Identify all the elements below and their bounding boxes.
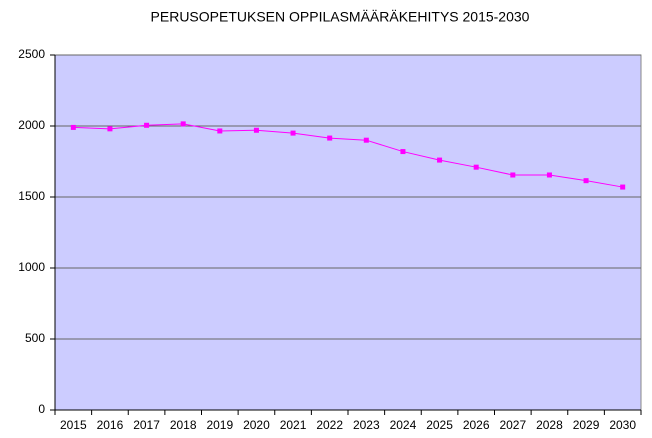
point xyxy=(217,128,223,134)
x-tick-label: 2023 xyxy=(353,418,380,432)
x-tick-label: 2027 xyxy=(499,418,526,432)
x-tick-label: 2030 xyxy=(609,418,636,432)
point xyxy=(620,184,626,190)
x-tick-label: 2015 xyxy=(60,418,87,432)
x-tick-label: 2019 xyxy=(206,418,233,432)
x-tick-label: 2024 xyxy=(390,418,417,432)
y-tick-label: 1000 xyxy=(18,260,45,274)
point xyxy=(510,172,516,178)
point xyxy=(327,135,333,141)
point xyxy=(107,126,113,132)
x-tick-label: 2028 xyxy=(536,418,563,432)
x-tick-label: 2021 xyxy=(280,418,307,432)
x-tick-label: 2016 xyxy=(97,418,124,432)
point xyxy=(583,178,589,184)
series-line xyxy=(73,123,623,188)
y-tick-label: 0 xyxy=(38,402,45,416)
point xyxy=(546,172,552,178)
point xyxy=(180,121,186,127)
point xyxy=(363,137,369,143)
chart-title: PERUSOPETUKSEN OPPILASMÄÄRÄKEHITYS 2015-… xyxy=(151,9,530,25)
point xyxy=(290,130,296,136)
x-tick-label: 2018 xyxy=(170,418,197,432)
x-tick-label: 2022 xyxy=(316,418,343,432)
x-tick-label: 2025 xyxy=(426,418,453,432)
point xyxy=(400,149,406,155)
plot-area xyxy=(54,54,642,411)
point xyxy=(437,157,443,163)
y-tick-label: 2000 xyxy=(18,118,45,132)
y-tick-label: 500 xyxy=(25,331,45,345)
x-tick-label: 2026 xyxy=(463,418,490,432)
x-tick-label: 2017 xyxy=(133,418,160,432)
point xyxy=(70,124,76,130)
point xyxy=(144,122,150,128)
y-tick-label: 1500 xyxy=(18,189,45,203)
x-tick-label: 2020 xyxy=(243,418,270,432)
point xyxy=(253,127,259,133)
y-tick-label: 2500 xyxy=(18,47,45,61)
point xyxy=(473,164,479,170)
x-tick-label: 2029 xyxy=(573,418,600,432)
